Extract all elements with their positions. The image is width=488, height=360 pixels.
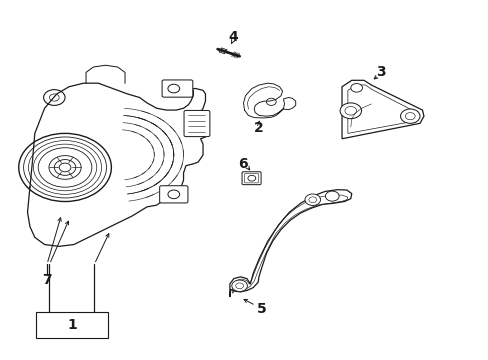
- Circle shape: [339, 103, 361, 119]
- Bar: [36, 312, 108, 338]
- FancyBboxPatch shape: [162, 80, 192, 97]
- FancyBboxPatch shape: [242, 172, 261, 185]
- Polygon shape: [341, 80, 423, 139]
- Circle shape: [305, 194, 320, 206]
- Circle shape: [247, 175, 255, 181]
- Text: 7: 7: [42, 273, 52, 287]
- Polygon shape: [243, 83, 295, 118]
- Text: 6: 6: [238, 157, 247, 171]
- Circle shape: [231, 280, 247, 292]
- Polygon shape: [27, 83, 207, 246]
- Circle shape: [325, 191, 338, 201]
- Text: 5: 5: [256, 302, 266, 316]
- FancyBboxPatch shape: [183, 111, 209, 136]
- Text: 1: 1: [67, 318, 77, 332]
- Circle shape: [38, 148, 92, 187]
- Text: 4: 4: [227, 30, 237, 44]
- Text: 3: 3: [375, 66, 385, 80]
- FancyBboxPatch shape: [159, 186, 187, 203]
- Text: 2: 2: [254, 121, 264, 135]
- Circle shape: [350, 84, 362, 92]
- Polygon shape: [229, 190, 351, 297]
- Circle shape: [400, 109, 419, 123]
